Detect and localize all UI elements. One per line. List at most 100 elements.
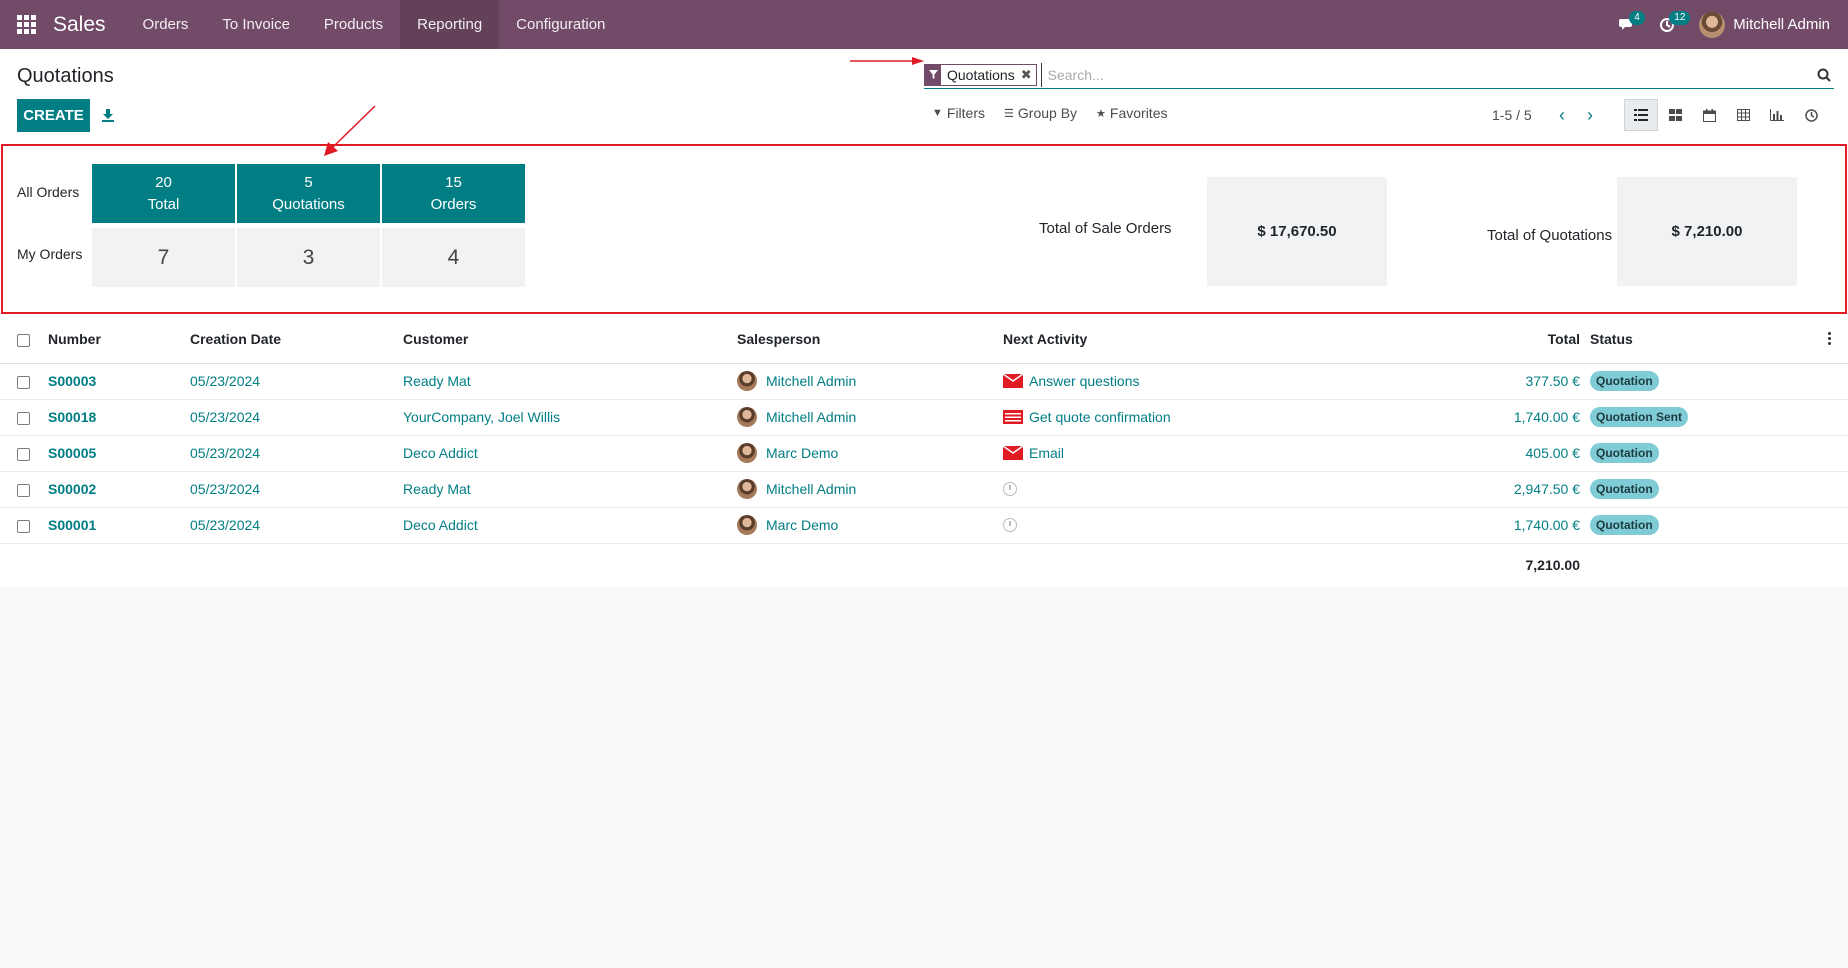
total-sale-orders-label: Total of Sale Orders (1039, 220, 1172, 237)
salesperson[interactable]: Mitchell Admin (766, 481, 857, 497)
apps-menu-icon[interactable] (0, 0, 53, 49)
salesperson[interactable]: Mitchell Admin (766, 373, 857, 389)
kanban-view-icon[interactable] (1658, 99, 1692, 131)
optional-columns-icon[interactable] (1810, 332, 1848, 346)
create-button[interactable]: CREATE (17, 99, 90, 132)
col-status[interactable]: Status (1590, 315, 1810, 364)
search-input[interactable] (1040, 62, 1814, 87)
salesperson[interactable]: Marc Demo (766, 517, 839, 533)
menu-products[interactable]: Products (323, 16, 384, 33)
col-number[interactable]: Number (48, 315, 190, 364)
clock-icon[interactable] (1003, 518, 1017, 532)
creation-date: 05/23/2024 (190, 399, 403, 436)
top-navbar: Sales Orders To Invoice Products Reporti… (0, 0, 1848, 49)
activity-summary[interactable]: Answer questions (1029, 373, 1140, 389)
col-next-activity[interactable]: Next Activity (1003, 315, 1323, 364)
facet-remove-icon[interactable]: ✖ (1020, 66, 1032, 82)
activities-icon[interactable]: 12 (1647, 0, 1691, 49)
my-quotations-tile[interactable]: 3 (237, 228, 380, 287)
email-icon[interactable] (1003, 446, 1023, 460)
sales-dashboard: All Orders My Orders 20 Total 5 Quotatio… (0, 105, 1848, 315)
groupby-label: Group By (1017, 105, 1078, 121)
creation-date: 05/23/2024 (190, 507, 403, 544)
row-checkbox[interactable] (17, 483, 30, 497)
favorites-button[interactable]: ★ Favorites (1096, 105, 1167, 121)
search-facet[interactable]: Quotations ✖ (924, 63, 1037, 86)
table-row[interactable]: S00002 05/23/2024 Ready Mat Mitchell Adm… (0, 471, 1848, 508)
order-total: 377.50 € (1323, 363, 1590, 400)
order-number[interactable]: S00018 (48, 399, 190, 436)
app-brand[interactable]: Sales (53, 12, 106, 36)
table-row[interactable]: S00003 05/23/2024 Ready Mat Mitchell Adm… (0, 363, 1848, 400)
tasks-icon[interactable] (1003, 410, 1023, 424)
graph-view-icon[interactable] (1760, 99, 1794, 131)
all-orders-label: All Orders (17, 184, 80, 200)
col-salesperson[interactable]: Salesperson (737, 315, 1003, 364)
pager-next-icon[interactable]: › (1587, 104, 1593, 125)
customer[interactable]: Ready Mat (403, 471, 737, 508)
row-checkbox[interactable] (17, 519, 30, 533)
search-bar: Quotations ✖ (924, 61, 1834, 89)
calendar-view-icon[interactable] (1692, 99, 1726, 131)
favorites-label: Favorites (1109, 105, 1168, 121)
menu-to-invoice[interactable]: To Invoice (222, 16, 290, 33)
list-view-icon[interactable] (1624, 99, 1658, 131)
annotation-arrow-search (850, 57, 924, 65)
order-number[interactable]: S00001 (48, 507, 190, 544)
total-quotations-value: $ 7,210.00 (1617, 177, 1797, 286)
groupby-button[interactable]: ☰ Group By (1004, 105, 1077, 121)
salesperson[interactable]: Marc Demo (766, 445, 839, 461)
menu-reporting[interactable]: Reporting (400, 0, 500, 49)
table-row[interactable]: S00005 05/23/2024 Deco Addict Marc Demo … (0, 435, 1848, 472)
menu-orders[interactable]: Orders (142, 16, 189, 33)
messages-icon[interactable]: 4 (1607, 0, 1647, 49)
salesperson-avatar (737, 479, 757, 499)
col-customer[interactable]: Customer (403, 315, 737, 364)
table-header: Number Creation Date Customer Salesperso… (0, 315, 1848, 364)
customer[interactable]: Deco Addict (403, 435, 737, 472)
select-all-checkbox[interactable] (17, 333, 30, 347)
email-icon[interactable] (1003, 374, 1023, 388)
search-icon[interactable] (1814, 68, 1834, 82)
tile-orders[interactable]: 15 Orders (382, 164, 525, 223)
salesperson[interactable]: Mitchell Admin (766, 409, 857, 425)
download-icon[interactable] (98, 105, 118, 125)
tile-total[interactable]: 20 Total (92, 164, 235, 223)
filter-icon: ▼ (932, 107, 943, 119)
table-row[interactable]: S00018 05/23/2024 YourCompany, Joel Will… (0, 399, 1848, 436)
row-checkbox[interactable] (17, 375, 30, 389)
pager-value[interactable]: 1-5 / 5 (1492, 107, 1532, 123)
status-badge: Quotation (1590, 443, 1659, 463)
row-checkbox[interactable] (17, 411, 30, 425)
filters-button[interactable]: ▼ Filters (932, 105, 985, 121)
pager-previous-icon[interactable]: ‹ (1559, 104, 1565, 125)
activity-view-icon[interactable] (1794, 99, 1828, 131)
row-checkbox[interactable] (17, 447, 30, 461)
status-badge: Quotation (1590, 479, 1659, 499)
tile-quotations[interactable]: 5 Quotations (237, 164, 380, 223)
status-badge: Quotation (1590, 371, 1659, 391)
customer[interactable]: YourCompany, Joel Willis (403, 399, 737, 436)
col-creation-date[interactable]: Creation Date (190, 315, 403, 364)
my-orders-tile[interactable]: 4 (382, 228, 525, 287)
order-number[interactable]: S00002 (48, 471, 190, 508)
total-quotations-label: Total of Quotations (1487, 227, 1613, 244)
menu-configuration[interactable]: Configuration (516, 16, 606, 33)
creation-date: 05/23/2024 (190, 363, 403, 400)
tile-total-count: 20 (155, 173, 172, 191)
activity-summary[interactable]: Get quote confirmation (1029, 409, 1171, 425)
col-total[interactable]: Total (1323, 315, 1590, 364)
total-sale-orders-value: $ 17,670.50 (1207, 177, 1387, 286)
pivot-view-icon[interactable] (1726, 99, 1760, 131)
order-number[interactable]: S00005 (48, 435, 190, 472)
order-total: 2,947.50 € (1323, 471, 1590, 508)
my-total-tile[interactable]: 7 (92, 228, 235, 287)
user-name: Mitchell Admin (1733, 16, 1830, 33)
customer[interactable]: Deco Addict (403, 507, 737, 544)
activity-summary[interactable]: Email (1029, 445, 1065, 461)
customer[interactable]: Ready Mat (403, 363, 737, 400)
table-row[interactable]: S00001 05/23/2024 Deco Addict Marc Demo … (0, 507, 1848, 544)
clock-icon[interactable] (1003, 482, 1017, 496)
order-number[interactable]: S00003 (48, 363, 190, 400)
user-menu[interactable]: Mitchell Admin (1699, 11, 1830, 38)
